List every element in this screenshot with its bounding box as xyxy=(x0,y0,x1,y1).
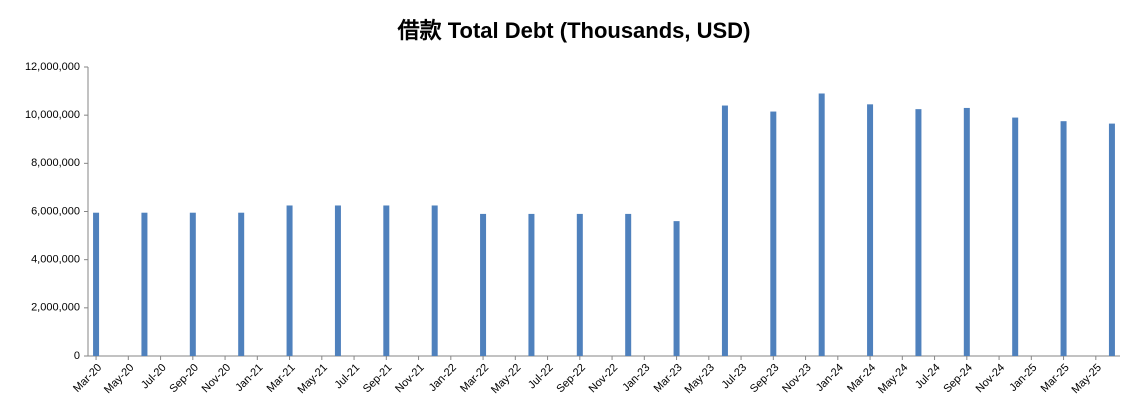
x-tick-label: Sep-22 xyxy=(554,362,588,396)
y-tick-label: 2,000,000 xyxy=(31,302,80,314)
x-tick-label: Nov-20 xyxy=(200,362,234,396)
y-tick-label: 12,000,000 xyxy=(25,61,80,73)
bar xyxy=(818,93,825,356)
x-tick-label: Nov-22 xyxy=(587,362,621,396)
x-tick-label: Jul-20 xyxy=(139,362,169,392)
x-tick-label: May-21 xyxy=(296,362,330,396)
x-tick-label: Mar-20 xyxy=(71,362,104,395)
bar xyxy=(673,221,680,356)
x-tick-label: Jan-21 xyxy=(233,362,265,394)
bar xyxy=(915,109,922,356)
x-tick-label: Mar-23 xyxy=(652,362,685,395)
x-tick-label: Sep-24 xyxy=(941,362,975,396)
bar xyxy=(1108,123,1115,357)
x-tick-label: Mar-22 xyxy=(458,362,491,395)
x-tick-label: Mar-25 xyxy=(1039,362,1072,395)
bar xyxy=(625,213,632,356)
x-tick-label: May-23 xyxy=(683,362,717,396)
x-tick-label: Mar-21 xyxy=(265,362,298,395)
bar xyxy=(383,205,390,356)
bar xyxy=(480,213,487,356)
bar xyxy=(576,213,583,356)
x-tick-label: Sep-20 xyxy=(167,362,201,396)
x-tick-label: Sep-23 xyxy=(748,362,782,396)
bar xyxy=(334,205,341,356)
x-tick-label: May-24 xyxy=(876,362,910,396)
x-tick-label: Nov-24 xyxy=(974,362,1008,396)
y-tick-label: 10,000,000 xyxy=(25,109,80,121)
bar xyxy=(770,111,777,356)
bar xyxy=(189,212,196,356)
x-tick-label: May-25 xyxy=(1070,362,1104,396)
y-tick-label: 8,000,000 xyxy=(31,157,80,169)
x-tick-label: Jan-22 xyxy=(427,362,459,394)
chart-title: 借款 Total Debt (Thousands, USD) xyxy=(397,18,751,43)
bar xyxy=(238,212,245,356)
bar xyxy=(528,213,535,356)
x-tick-label: Jul-23 xyxy=(720,362,750,392)
bar xyxy=(963,107,970,356)
x-tick-label: Mar-24 xyxy=(845,362,878,395)
bar xyxy=(93,212,100,356)
bar xyxy=(721,105,728,357)
x-tick-label: Jan-23 xyxy=(620,362,652,394)
x-tick-label: May-20 xyxy=(102,362,136,396)
x-tick-label: Nov-21 xyxy=(393,362,427,396)
x-tick-label: Jan-24 xyxy=(814,362,846,394)
x-tick-label: Sep-21 xyxy=(361,362,395,396)
y-tick-label: 0 xyxy=(74,350,80,362)
x-tick-label: Jan-25 xyxy=(1007,362,1039,394)
bar xyxy=(867,104,874,357)
bar xyxy=(141,212,148,356)
x-tick-label: Jul-21 xyxy=(333,362,363,392)
x-tick-label: May-22 xyxy=(489,362,523,396)
x-tick-label: Jul-24 xyxy=(913,362,943,392)
y-tick-label: 4,000,000 xyxy=(31,254,80,266)
x-tick-label: Jul-22 xyxy=(526,362,556,392)
bar xyxy=(286,205,293,356)
x-tick-label: Nov-23 xyxy=(780,362,814,396)
bar xyxy=(1012,117,1019,356)
bar xyxy=(1060,121,1067,356)
y-tick-label: 6,000,000 xyxy=(31,205,80,217)
bar xyxy=(431,205,438,356)
